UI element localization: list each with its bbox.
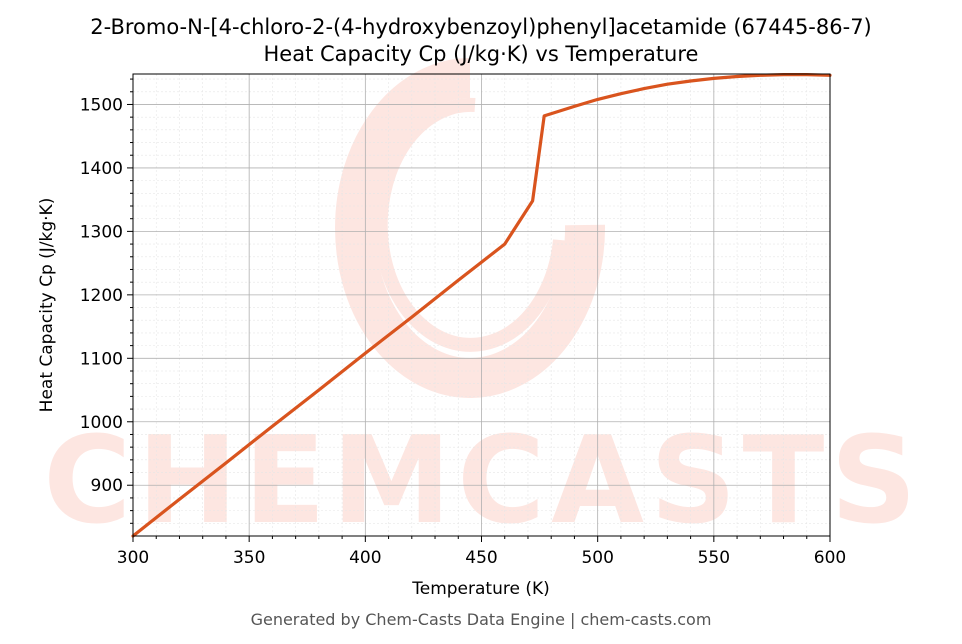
watermark-logo: CHEMCASTS: [43, 58, 923, 551]
watermark-text: CHEMCASTS: [43, 412, 923, 551]
x-tick-label: 600: [814, 548, 846, 568]
y-tick-label: 1000: [80, 413, 123, 433]
heat-capacity-line: [131, 72, 832, 538]
y-tick-label: 1200: [80, 286, 123, 306]
y-tick-label: 1400: [80, 159, 123, 179]
x-tick-label: 450: [465, 548, 497, 568]
plot-lines: [131, 72, 832, 538]
chart-subtitle: Heat Capacity Cp (J/kg·K) vs Temperature: [264, 42, 699, 66]
x-axis-label: Temperature (K): [411, 579, 550, 599]
y-tick-label: 1100: [80, 349, 123, 369]
x-tick-label: 400: [349, 548, 381, 568]
y-axis-label: Heat Capacity Cp (J/kg·K): [37, 198, 57, 413]
y-axis: 900 1000 1100 1200 1300 1400 1500: [80, 78, 133, 524]
y-tick-label: 900: [91, 476, 123, 496]
footer-credit: Generated by Chem-Casts Data Engine | ch…: [251, 610, 712, 629]
x-tick-label: 300: [117, 548, 149, 568]
chart-title: 2-Bromo-N-[4-chloro-2-(4-hydroxybenzoyl)…: [90, 15, 872, 39]
x-axis: 300 350 400 450 500 550 600: [117, 536, 846, 568]
x-tick-label: 350: [233, 548, 265, 568]
y-tick-label: 1500: [80, 95, 123, 115]
y-tick-label: 1300: [80, 222, 123, 242]
x-tick-label: 550: [698, 548, 730, 568]
x-tick-label: 500: [581, 548, 613, 568]
